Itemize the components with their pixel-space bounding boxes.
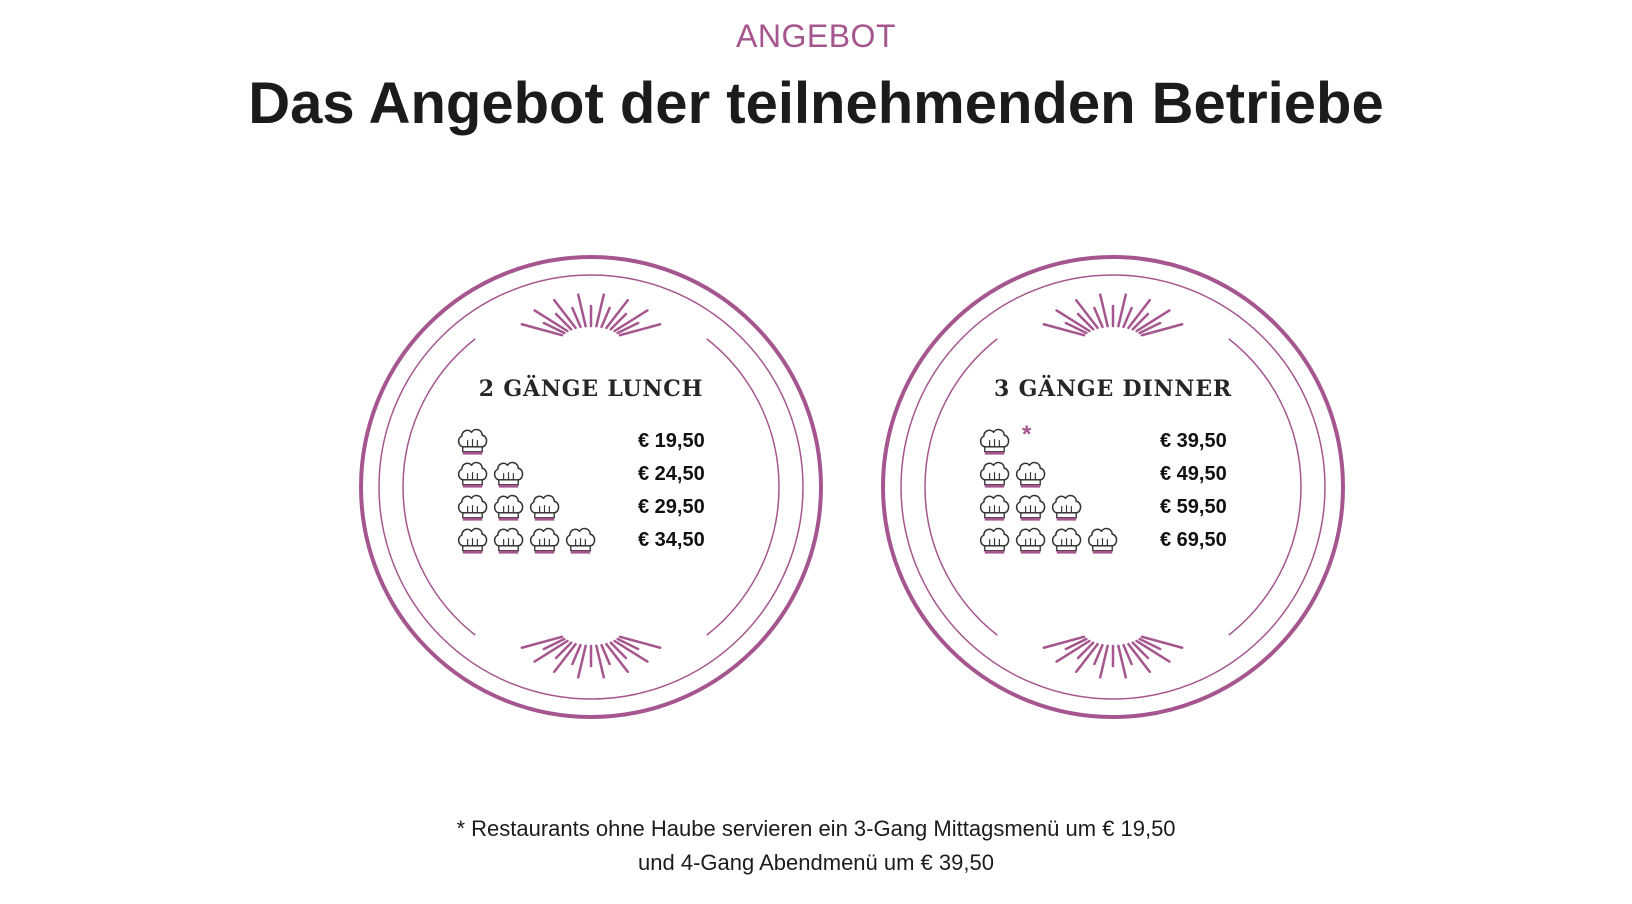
chef-hat-icon <box>979 527 1010 554</box>
chef-hat-icon <box>979 494 1010 521</box>
price-tier-row: € 34,50 <box>456 525 736 558</box>
chef-hat-icon <box>979 461 1010 488</box>
footnote: * Restaurants ohne Haube servieren ein 3… <box>0 812 1632 880</box>
sunburst-rays-icon <box>520 293 662 337</box>
tier-price: € 59,50 <box>1160 496 1227 518</box>
price-tier-row: € 49,50 <box>978 459 1258 492</box>
price-tier-row: * € 39,50 <box>978 421 1258 459</box>
price-tier-row: € 59,50 <box>978 492 1258 525</box>
price-tier-row: € 29,50 <box>456 492 736 525</box>
chef-hat-icon <box>1087 527 1118 554</box>
tier-price: € 29,50 <box>638 496 705 518</box>
chef-hat-icon <box>493 527 524 554</box>
footnote-line: und 4-Gang Abendmenü um € 39,50 <box>638 850 994 875</box>
card-title: 2 GÄNGE LUNCH <box>478 376 704 402</box>
chef-hat-icon <box>529 494 560 521</box>
hat-rating <box>978 492 1086 525</box>
chef-hat-icon <box>457 461 488 488</box>
price-tier-row: € 69,50 <box>978 525 1258 558</box>
section-eyebrow: ANGEBOT <box>736 18 896 54</box>
hat-rating <box>456 459 528 492</box>
price-tier-list: € 19,50 € 24,50 € 29,50 € 34,50 <box>456 426 736 558</box>
chef-hat-icon <box>1051 527 1082 554</box>
hat-rating <box>978 459 1050 492</box>
hat-rating <box>456 525 600 558</box>
hat-rating <box>456 492 564 525</box>
chef-hat-icon <box>493 461 524 488</box>
decorative-arc <box>706 338 780 636</box>
sunburst-rays-icon <box>520 635 662 679</box>
decorative-arc <box>402 338 476 636</box>
tier-price: € 69,50 <box>1160 529 1227 551</box>
tier-price: € 34,50 <box>638 529 705 551</box>
tier-price: € 39,50 <box>1160 430 1227 452</box>
tier-price: € 24,50 <box>638 463 705 485</box>
chef-hat-icon <box>457 428 488 455</box>
chef-hat-icon <box>457 494 488 521</box>
chef-hat-icon <box>529 527 560 554</box>
chef-hat-icon <box>1015 527 1046 554</box>
chef-hat-icon <box>1015 461 1046 488</box>
sunburst-rays-icon <box>1042 635 1184 679</box>
hat-rating <box>978 525 1122 558</box>
price-tier-row: € 24,50 <box>456 459 736 492</box>
card-title: 3 GÄNGE DINNER <box>994 376 1232 402</box>
chef-hat-icon <box>457 527 488 554</box>
chef-hat-icon <box>493 494 524 521</box>
chef-hat-icon <box>1015 494 1046 521</box>
asterisk-marker: * <box>1022 421 1032 448</box>
page-title: Das Angebot der teilnehmenden Betriebe <box>248 71 1384 136</box>
price-tier-row: € 19,50 <box>456 426 736 459</box>
decorative-arc <box>924 338 998 636</box>
hat-rating <box>978 426 1014 459</box>
badge-frame <box>881 255 1345 719</box>
tier-price: € 49,50 <box>1160 463 1227 485</box>
dinner-menu-card: 3 GÄNGE DINNER * € 39,50 € 49,50 € 59,50… <box>870 244 1356 730</box>
chef-hat-icon <box>979 428 1010 455</box>
lunch-menu-card: 2 GÄNGE LUNCH € 19,50 € 24,50 € 29,50 € … <box>348 244 834 730</box>
tier-price: € 19,50 <box>638 430 705 452</box>
footnote-line: * Restaurants ohne Haube servieren ein 3… <box>456 816 1176 841</box>
badge-frame <box>359 255 823 719</box>
sunburst-rays-icon <box>1042 293 1184 337</box>
hat-rating <box>456 426 492 459</box>
chef-hat-icon <box>1051 494 1082 521</box>
price-tier-list: * € 39,50 € 49,50 € 59,50 € 69,50 <box>978 421 1258 558</box>
chef-hat-icon <box>565 527 596 554</box>
decorative-arc <box>1228 338 1302 636</box>
